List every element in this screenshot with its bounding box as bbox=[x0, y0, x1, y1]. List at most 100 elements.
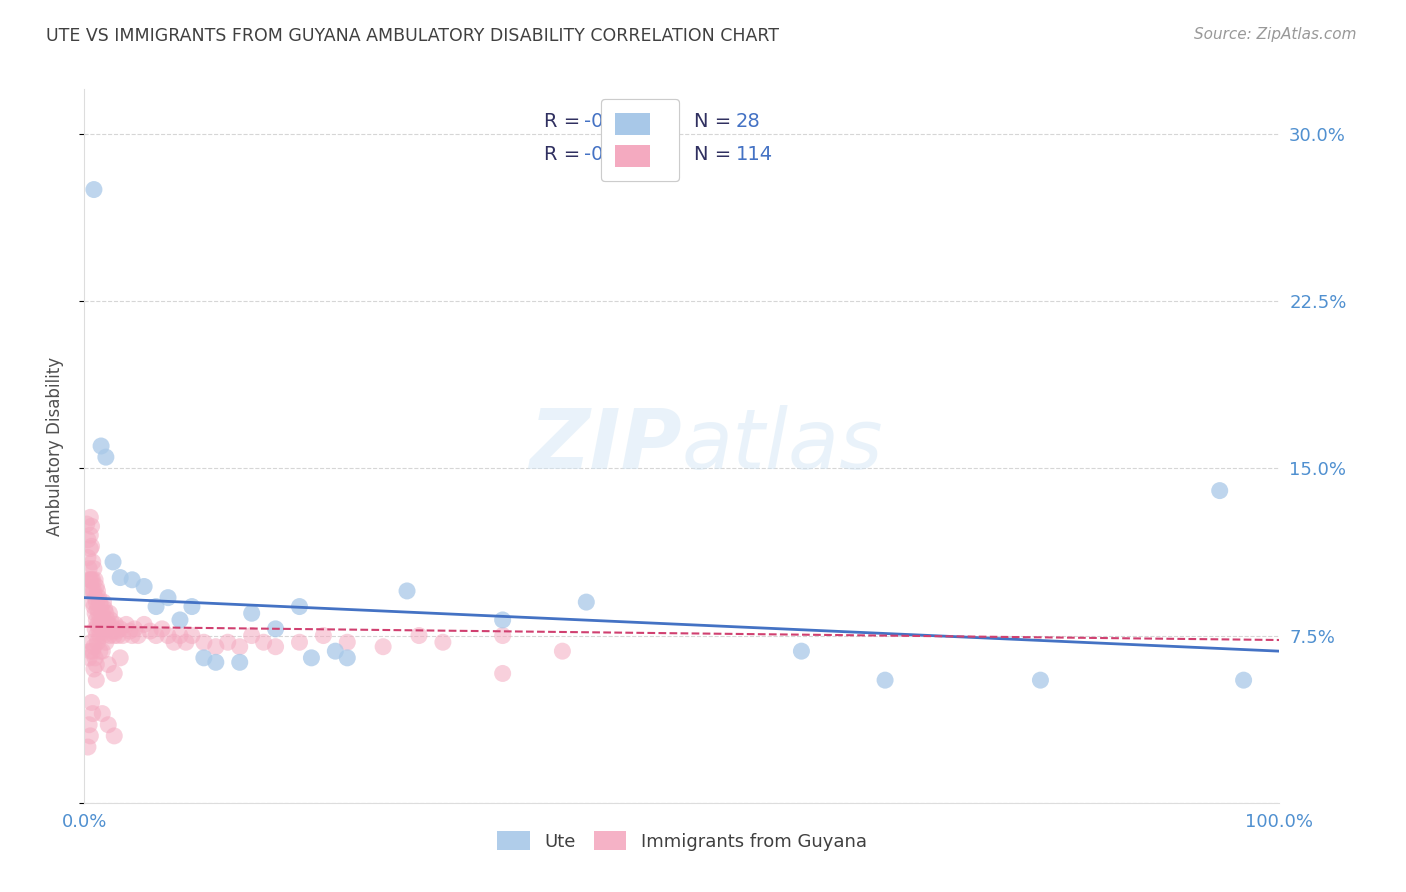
Point bbox=[83, 599, 105, 614]
Point bbox=[87, 622, 110, 636]
Point bbox=[336, 651, 359, 665]
Point bbox=[82, 555, 104, 569]
Point bbox=[87, 607, 110, 621]
Point bbox=[79, 528, 101, 542]
Point bbox=[97, 717, 120, 731]
Point bbox=[86, 628, 108, 642]
Point bbox=[89, 628, 111, 642]
Point bbox=[127, 628, 149, 642]
Point bbox=[90, 599, 112, 614]
Point bbox=[169, 613, 191, 627]
Point bbox=[83, 640, 105, 654]
Point bbox=[84, 651, 107, 665]
Text: R =: R = bbox=[544, 145, 586, 164]
Point bbox=[77, 533, 100, 547]
Point bbox=[91, 624, 114, 639]
Point bbox=[76, 516, 98, 531]
Point bbox=[83, 562, 105, 576]
Point bbox=[110, 571, 132, 585]
Point bbox=[325, 644, 347, 658]
Point bbox=[104, 617, 127, 632]
Point bbox=[492, 666, 515, 681]
Text: R =: R = bbox=[544, 112, 586, 131]
Point bbox=[181, 599, 204, 614]
Point bbox=[145, 599, 167, 614]
Point bbox=[264, 622, 287, 636]
Point bbox=[82, 644, 104, 658]
Point bbox=[264, 640, 287, 654]
Point bbox=[84, 622, 107, 636]
Point bbox=[79, 510, 101, 524]
Point bbox=[84, 607, 107, 621]
Point bbox=[875, 673, 897, 687]
Point bbox=[91, 644, 114, 658]
Point bbox=[132, 617, 156, 632]
Point bbox=[100, 613, 122, 627]
Point bbox=[86, 583, 108, 598]
Point bbox=[82, 583, 104, 598]
Point bbox=[97, 657, 120, 672]
Point bbox=[77, 717, 100, 731]
Text: -0.127: -0.127 bbox=[583, 112, 647, 131]
Point bbox=[82, 706, 104, 721]
Point bbox=[86, 635, 108, 649]
Point bbox=[169, 628, 191, 642]
Point bbox=[124, 622, 146, 636]
Point bbox=[89, 613, 111, 627]
Point bbox=[1233, 673, 1256, 687]
Point bbox=[82, 573, 104, 587]
Point bbox=[93, 613, 115, 627]
Point bbox=[115, 617, 138, 632]
Point bbox=[77, 550, 100, 565]
Point bbox=[103, 729, 125, 743]
Point bbox=[240, 628, 263, 642]
Point bbox=[93, 595, 115, 609]
Point bbox=[90, 617, 112, 632]
Point bbox=[111, 628, 134, 642]
Point bbox=[94, 607, 117, 621]
Text: atlas: atlas bbox=[682, 406, 883, 486]
Point bbox=[89, 595, 111, 609]
Point bbox=[101, 555, 124, 569]
Point bbox=[288, 599, 311, 614]
Text: Source: ZipAtlas.com: Source: ZipAtlas.com bbox=[1194, 27, 1357, 42]
Point bbox=[139, 624, 162, 639]
Point bbox=[103, 666, 125, 681]
Point bbox=[205, 640, 228, 654]
Point bbox=[145, 628, 167, 642]
Point bbox=[94, 635, 117, 649]
Point bbox=[373, 640, 395, 654]
Point bbox=[575, 595, 598, 609]
Point bbox=[86, 673, 108, 687]
Point bbox=[83, 583, 105, 598]
Point bbox=[110, 622, 132, 636]
Point bbox=[217, 635, 239, 649]
Point bbox=[105, 624, 128, 639]
Point bbox=[118, 624, 141, 639]
Point bbox=[84, 591, 107, 605]
Point bbox=[1029, 673, 1052, 687]
Point bbox=[79, 729, 101, 743]
Point bbox=[492, 628, 515, 642]
Point bbox=[93, 602, 115, 616]
Point bbox=[312, 628, 335, 642]
Point bbox=[240, 607, 263, 621]
Point bbox=[80, 635, 103, 649]
Point bbox=[80, 583, 103, 598]
Y-axis label: Ambulatory Disability: Ambulatory Disability bbox=[45, 357, 63, 535]
Point bbox=[157, 591, 180, 605]
Point bbox=[77, 562, 100, 576]
Point bbox=[107, 628, 129, 642]
Point bbox=[229, 655, 252, 669]
Point bbox=[150, 622, 173, 636]
Text: ZIP: ZIP bbox=[529, 406, 682, 486]
Point bbox=[551, 644, 574, 658]
Point bbox=[86, 657, 108, 672]
Point bbox=[96, 613, 118, 627]
Point bbox=[90, 439, 112, 453]
Point bbox=[80, 539, 103, 553]
Text: -0.032: -0.032 bbox=[583, 145, 647, 164]
Point bbox=[790, 644, 813, 658]
Point bbox=[82, 595, 104, 609]
Point bbox=[132, 580, 156, 594]
